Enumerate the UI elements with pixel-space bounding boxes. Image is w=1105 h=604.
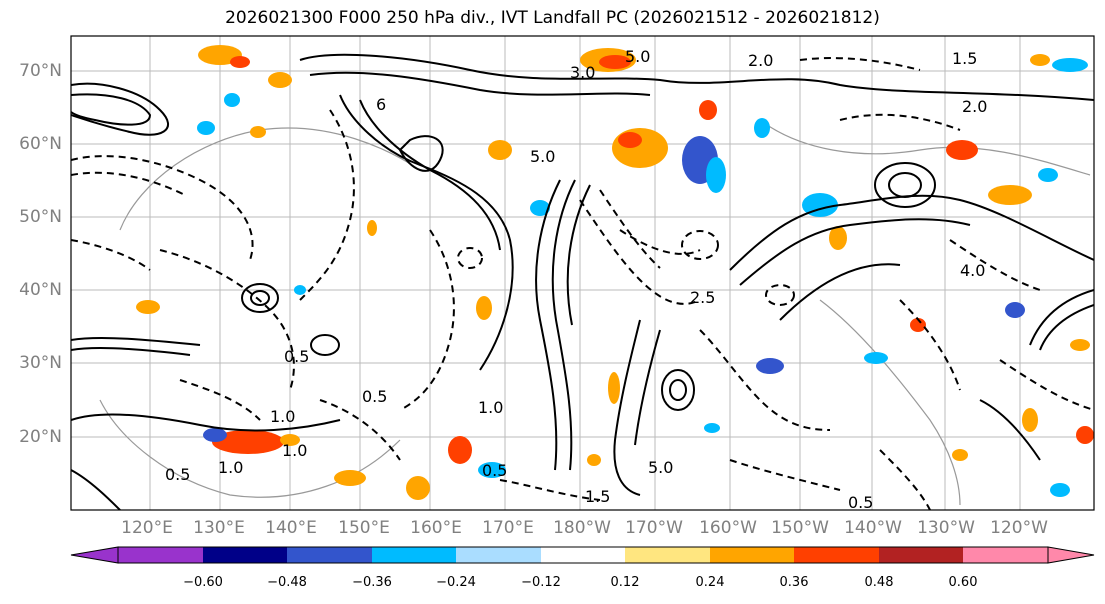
contour-label: 5.0 <box>648 458 673 477</box>
divergence-shading <box>136 45 1094 500</box>
lon-label: 170°W <box>625 518 683 538</box>
colorbar-segment <box>879 547 963 563</box>
ivt-solid-contours <box>71 53 1094 510</box>
colorbar-segment <box>287 547 372 563</box>
lon-label: 120°W <box>990 518 1048 538</box>
contour-label: 3.0 <box>570 63 595 82</box>
lon-label: 140°W <box>844 518 902 538</box>
lat-label: 30°N <box>19 353 62 373</box>
contour-label: 1.0 <box>282 441 307 460</box>
colorbar-extend-high <box>1047 546 1095 564</box>
lon-label: 170°E <box>482 518 534 538</box>
contour-labels: 5.0 5.0 3.0 2.0 2.0 1.5 1.5 1.0 1.0 1.0 … <box>165 47 987 512</box>
contour-label: 2.0 <box>748 51 773 70</box>
lat-label: 50°N <box>19 207 62 227</box>
colorbar-outline <box>117 546 1049 564</box>
lon-label: 150°E <box>338 518 390 538</box>
contour-label: 5.0 <box>625 47 650 66</box>
contour-label: 6 <box>376 95 386 114</box>
ivt-dashed-contours <box>71 57 1094 510</box>
colorbar-tick: 0.60 <box>948 575 978 590</box>
lon-label: 120°E <box>121 518 173 538</box>
colorbar <box>70 546 1095 564</box>
lat-label: 60°N <box>19 134 62 154</box>
contour-label: 2.5 <box>690 288 715 307</box>
lon-label: 160°W <box>699 518 757 538</box>
map-plot-area: 5.0 5.0 3.0 2.0 2.0 1.5 1.5 1.0 1.0 1.0 … <box>71 36 1094 512</box>
contour-label: 1.5 <box>585 487 610 506</box>
lon-label: 130°E <box>193 518 245 538</box>
contour-label: 1.0 <box>270 407 295 426</box>
lon-label: 140°E <box>265 518 317 538</box>
contour-label: 0.5 <box>362 387 387 406</box>
contour-label: 0.5 <box>284 347 309 366</box>
colorbar-segment <box>794 547 879 563</box>
contour-label: 0.5 <box>482 461 507 480</box>
colorbar-tick: −0.60 <box>183 575 223 590</box>
contour-label: 0.5 <box>165 465 190 484</box>
lat-label: 70°N <box>19 61 62 81</box>
contour-label: 1.0 <box>218 458 243 477</box>
colorbar-segment <box>710 547 794 563</box>
contour-label: 0.5 <box>848 493 873 512</box>
contour-label: 1.5 <box>952 49 977 68</box>
contour-label: 1.0 <box>478 398 503 417</box>
colorbar-tick: −0.36 <box>352 575 392 590</box>
colorbar-tick: 0.12 <box>610 575 640 590</box>
colorbar-segment <box>456 547 541 563</box>
colorbar-tick: 0.48 <box>864 575 894 590</box>
contour-label: 5.0 <box>530 147 555 166</box>
map-title: 2026021300 F000 250 hPa div., IVT Landfa… <box>225 8 880 28</box>
lon-label: 130°W <box>917 518 975 538</box>
contour-label: 4.0 <box>960 261 985 280</box>
lat-label: 20°N <box>19 427 62 447</box>
lon-label: 150°W <box>771 518 829 538</box>
lon-label: 160°E <box>410 518 462 538</box>
colorbar-segment <box>963 547 1048 563</box>
colorbar-segment <box>203 547 287 563</box>
colorbar-tick: −0.48 <box>267 575 307 590</box>
colorbar-extend-low <box>70 546 119 564</box>
colorbar-tick: −0.12 <box>521 575 561 590</box>
lon-label: 180°W <box>553 518 611 538</box>
contour-label: 2.0 <box>962 97 987 116</box>
colorbar-segment <box>541 547 625 563</box>
colorbar-segment <box>372 547 456 563</box>
colorbar-tick: −0.24 <box>436 575 476 590</box>
lat-label: 40°N <box>19 280 62 300</box>
colorbar-tick: 0.24 <box>695 575 725 590</box>
colorbar-segment <box>625 547 710 563</box>
map-frame <box>70 35 1095 511</box>
colorbar-segment <box>118 547 203 563</box>
colorbar-tick: 0.36 <box>779 575 809 590</box>
